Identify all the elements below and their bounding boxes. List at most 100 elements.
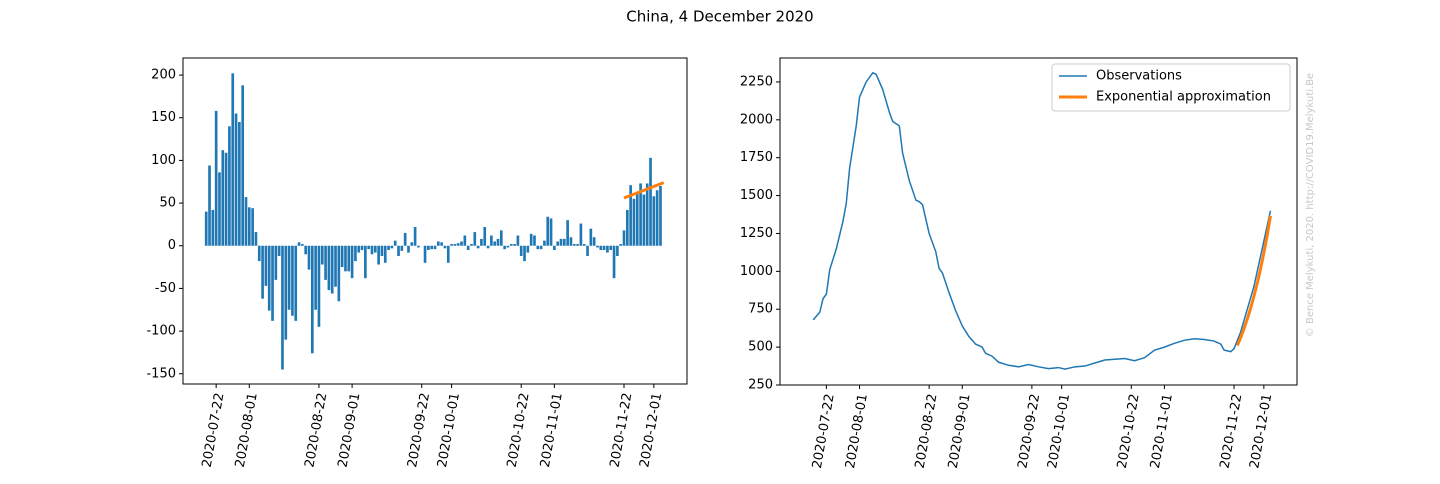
bar (599, 245, 603, 251)
bar (642, 194, 646, 246)
bar (397, 245, 400, 256)
y-tick-label: 1750 (740, 150, 773, 165)
bar (602, 245, 606, 251)
y-tick-label: -50 (155, 281, 176, 296)
bar (357, 245, 361, 253)
bar (367, 245, 371, 250)
bar (221, 150, 225, 246)
bar (277, 245, 281, 256)
bar (493, 241, 497, 246)
bar (616, 245, 619, 256)
bar (393, 240, 397, 246)
bar (526, 245, 530, 253)
bar (214, 110, 218, 246)
y-tick-label: 100 (151, 153, 176, 168)
bar (241, 85, 245, 246)
bar (543, 240, 546, 246)
bar (238, 122, 241, 246)
bar (440, 242, 443, 246)
bar (446, 245, 450, 263)
bar (529, 233, 533, 246)
bar (340, 245, 344, 268)
legend-box (1051, 63, 1291, 112)
x-tick-label: 2020-08-22 (913, 393, 941, 470)
x-tick-label: 2020-09-01 (946, 393, 974, 470)
bar (463, 235, 467, 246)
bar (450, 244, 453, 246)
bar (364, 245, 367, 279)
bar (344, 245, 347, 272)
bar (373, 245, 377, 253)
bar (572, 244, 576, 246)
bar (307, 245, 311, 270)
bar (291, 245, 294, 316)
bar (509, 244, 513, 246)
bar (427, 245, 430, 251)
y-tick-label: 150 (151, 110, 176, 125)
x-tick-label: 2020-11-01 (1148, 393, 1176, 470)
x-tick-label: 2020-10-01 (1045, 393, 1073, 470)
figure-title: China, 4 December 2020 (626, 8, 813, 26)
bar (400, 245, 404, 251)
y-tick-label: 2250 (740, 74, 773, 89)
y-tick-label: 0 (168, 238, 176, 253)
bar (473, 232, 477, 246)
bar (218, 172, 221, 246)
bar (350, 245, 354, 279)
bar (483, 226, 487, 246)
y-tick-label: -100 (146, 324, 176, 339)
bar (410, 242, 414, 246)
x-tick-label: 2020-11-22 (607, 392, 635, 469)
x-tick-label: 2020-09-22 (1015, 393, 1043, 470)
bar (490, 235, 493, 246)
bar (470, 244, 473, 246)
bar (476, 245, 480, 249)
bar (619, 244, 623, 246)
y-tick-label: 200 (151, 68, 176, 83)
bar (211, 209, 215, 246)
axes-frame (182, 57, 688, 385)
y-tick-label: 1500 (740, 188, 773, 203)
y-tick-label: 250 (748, 378, 773, 393)
bar (244, 197, 248, 246)
y-tick-label: 500 (748, 340, 773, 355)
bar (443, 245, 447, 249)
bar (347, 245, 351, 272)
bar (281, 245, 284, 370)
bar (652, 196, 656, 246)
bar (274, 245, 278, 280)
x-tick-label: 2020-08-01 (233, 392, 261, 469)
bar (334, 245, 337, 287)
bar (506, 245, 510, 248)
bar (523, 245, 526, 262)
bar (655, 190, 659, 246)
bar (317, 245, 321, 327)
bar (629, 185, 632, 246)
bar (480, 238, 483, 246)
bar (625, 209, 629, 246)
bar (582, 244, 586, 246)
bar (579, 223, 583, 246)
bar (297, 242, 301, 246)
bar (234, 113, 238, 246)
bar (556, 241, 560, 246)
bar (632, 198, 636, 246)
bar (546, 216, 550, 246)
bar (466, 245, 470, 251)
bar (519, 245, 523, 256)
bar (387, 245, 390, 251)
bar (576, 244, 579, 246)
x-tick-label: 2020-07-22 (810, 393, 838, 470)
bar (496, 238, 500, 246)
x-tick-label: 2020-11-22 (1218, 393, 1246, 470)
bar (453, 244, 457, 246)
bar (606, 245, 609, 253)
x-tick-label: 2020-12-01 (1247, 393, 1275, 470)
bar (354, 245, 357, 262)
bar (204, 211, 208, 246)
x-tick-label: 2020-08-22 (302, 392, 330, 469)
bar (533, 235, 536, 246)
bar (562, 238, 566, 246)
bar (257, 245, 261, 262)
